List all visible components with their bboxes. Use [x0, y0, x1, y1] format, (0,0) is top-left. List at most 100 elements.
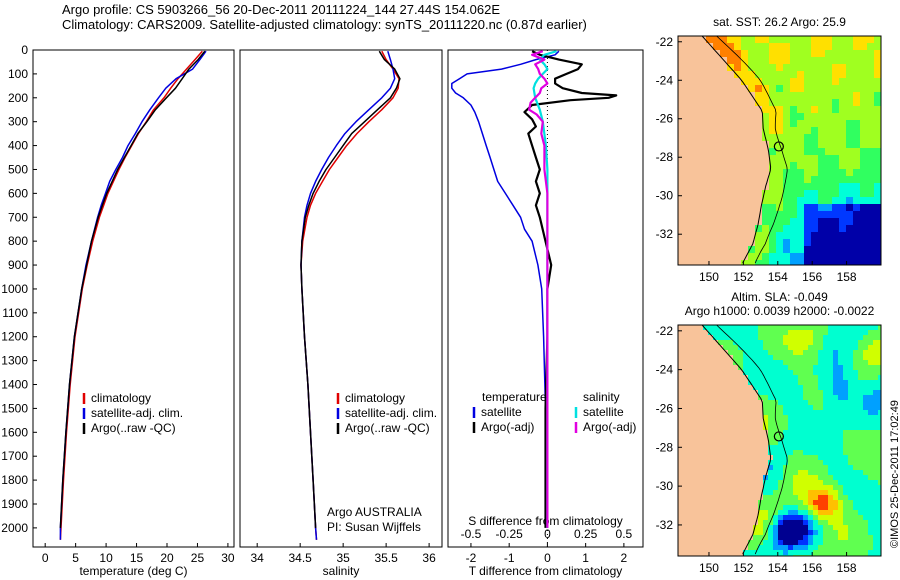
sla_map-grid-cell	[853, 475, 858, 480]
sla_map-grid-cell	[813, 525, 818, 530]
sst_map-grid-cell	[776, 211, 783, 218]
sla_map-grid-cell	[793, 360, 798, 365]
sst_map-grid-cell	[755, 232, 762, 239]
sla_map-grid-cell	[868, 405, 873, 410]
sla_map-grid-cell	[813, 480, 818, 485]
sla_map-grid-cell	[808, 395, 813, 400]
sla_map-grid-cell	[733, 350, 738, 355]
sla_map-grid-cell	[838, 335, 843, 340]
sla_map-grid-cell	[758, 350, 763, 355]
sla_map-grid-cell	[863, 510, 868, 515]
sst_map-grid-cell	[776, 64, 783, 71]
sst_map-grid-cell	[825, 43, 832, 50]
sla_map-grid-cell	[868, 350, 873, 355]
depth-tick-label: 700	[8, 210, 28, 224]
sst_map-grid-cell	[818, 141, 825, 148]
sla_map-grid-cell	[833, 365, 838, 370]
sla_map-grid-cell	[793, 385, 798, 390]
sla_map-grid-cell	[853, 440, 858, 445]
sst_map-grid-cell	[853, 204, 860, 211]
sst_map-grid-cell	[860, 64, 867, 71]
sla_map-grid-cell	[868, 410, 873, 415]
sst_map-grid-cell	[776, 92, 783, 99]
sst_map-grid-cell	[741, 78, 748, 85]
depth-tick-label: 600	[8, 186, 28, 200]
sst_map-grid-cell	[797, 141, 804, 148]
sla_map-grid-cell	[828, 535, 833, 540]
sst_map-grid-cell	[811, 92, 818, 99]
sla_map-grid-cell	[843, 450, 848, 455]
sla_map-grid-cell	[878, 510, 881, 515]
sla_map-grid-cell	[788, 340, 793, 345]
sla_map-grid-cell	[758, 530, 763, 535]
sla_map-grid-cell	[808, 385, 813, 390]
sla_map-grid-cell	[793, 520, 798, 525]
sla_map-grid-cell	[863, 480, 868, 485]
sla_map-grid-cell	[713, 325, 718, 330]
sla_map-grid-cell	[778, 460, 783, 465]
sst_map-grid-cell	[867, 225, 874, 232]
sst_map-grid-cell	[776, 36, 783, 43]
sst_map-grid-cell	[769, 120, 776, 127]
sst_map-grid-cell	[811, 71, 818, 78]
sst_map-grid-cell	[790, 120, 797, 127]
sst_map-grid-cell	[818, 232, 825, 239]
sla_map-grid-cell	[843, 525, 848, 530]
sla_map-grid-cell	[833, 485, 838, 490]
sla_map-grid-cell	[808, 465, 813, 470]
sst_map-grid-cell	[776, 253, 783, 260]
sla_map-grid-cell	[848, 505, 853, 510]
sla_map-grid-cell	[763, 375, 768, 380]
sla_map-grid-cell	[833, 325, 838, 330]
sst_map-grid-cell	[776, 85, 783, 92]
sla_map-grid-cell	[798, 335, 803, 340]
sla_map-grid-cell	[803, 375, 808, 380]
sla_map-grid-cell	[803, 450, 808, 455]
sst_map-grid-cell	[832, 120, 839, 127]
sst_map-grid-cell	[867, 43, 874, 50]
sla_map-grid-cell	[753, 330, 758, 335]
sst_map-grid-cell	[818, 246, 825, 253]
sla_map-grid-cell	[878, 345, 881, 350]
sst_map-grid-cell	[860, 127, 867, 134]
sla_map-grid-cell	[808, 435, 813, 440]
sla_map-grid-cell	[863, 455, 868, 460]
sst_map-grid-cell	[853, 190, 860, 197]
sst_map-grid-cell	[832, 57, 839, 64]
sla_map-grid-cell	[763, 420, 768, 425]
sst_map-grid-cell	[839, 239, 846, 246]
sla_map-grid-cell	[878, 515, 881, 520]
sla_map-grid-cell	[838, 465, 843, 470]
sla_map-grid-cell	[868, 365, 873, 370]
sst_map-grid-cell	[867, 197, 874, 204]
sla_map-grid-cell	[843, 345, 848, 350]
sst_map-grid-cell	[832, 253, 839, 260]
sst_map-grid-cell	[846, 99, 853, 106]
difference-legend-label: satellite	[583, 405, 624, 419]
sla_map-grid-cell	[783, 430, 788, 435]
sla_map-grid-cell	[783, 440, 788, 445]
sst_map-grid-cell	[776, 176, 783, 183]
sla_map-grid-cell	[828, 495, 833, 500]
sst_map-grid-cell	[790, 148, 797, 155]
sst_map-grid-cell	[776, 106, 783, 113]
sla_map-grid-cell	[818, 455, 823, 460]
sla_map-grid-cell	[783, 520, 788, 525]
sst_map-grid-cell	[818, 190, 825, 197]
sla_map-grid-cell	[768, 355, 773, 360]
sst_map-grid-cell	[853, 71, 860, 78]
sla_map-grid-cell	[798, 500, 803, 505]
sla_map-grid-cell	[818, 345, 823, 350]
sla_map-grid-cell	[858, 445, 863, 450]
sla_map-grid-cell	[798, 550, 803, 555]
sst_map-grid-cell	[832, 85, 839, 92]
sla_map-grid-cell	[868, 425, 873, 430]
sla_map-grid-cell	[823, 465, 828, 470]
sst_map-grid-cell	[839, 246, 846, 253]
sst_map-grid-cell	[762, 78, 769, 85]
sla_map-grid-cell	[788, 355, 793, 360]
sla_map-grid-cell	[788, 330, 793, 335]
sst_map-grid-cell	[839, 92, 846, 99]
sla_map-grid-cell	[793, 355, 798, 360]
sst_map-grid-cell	[867, 204, 874, 211]
